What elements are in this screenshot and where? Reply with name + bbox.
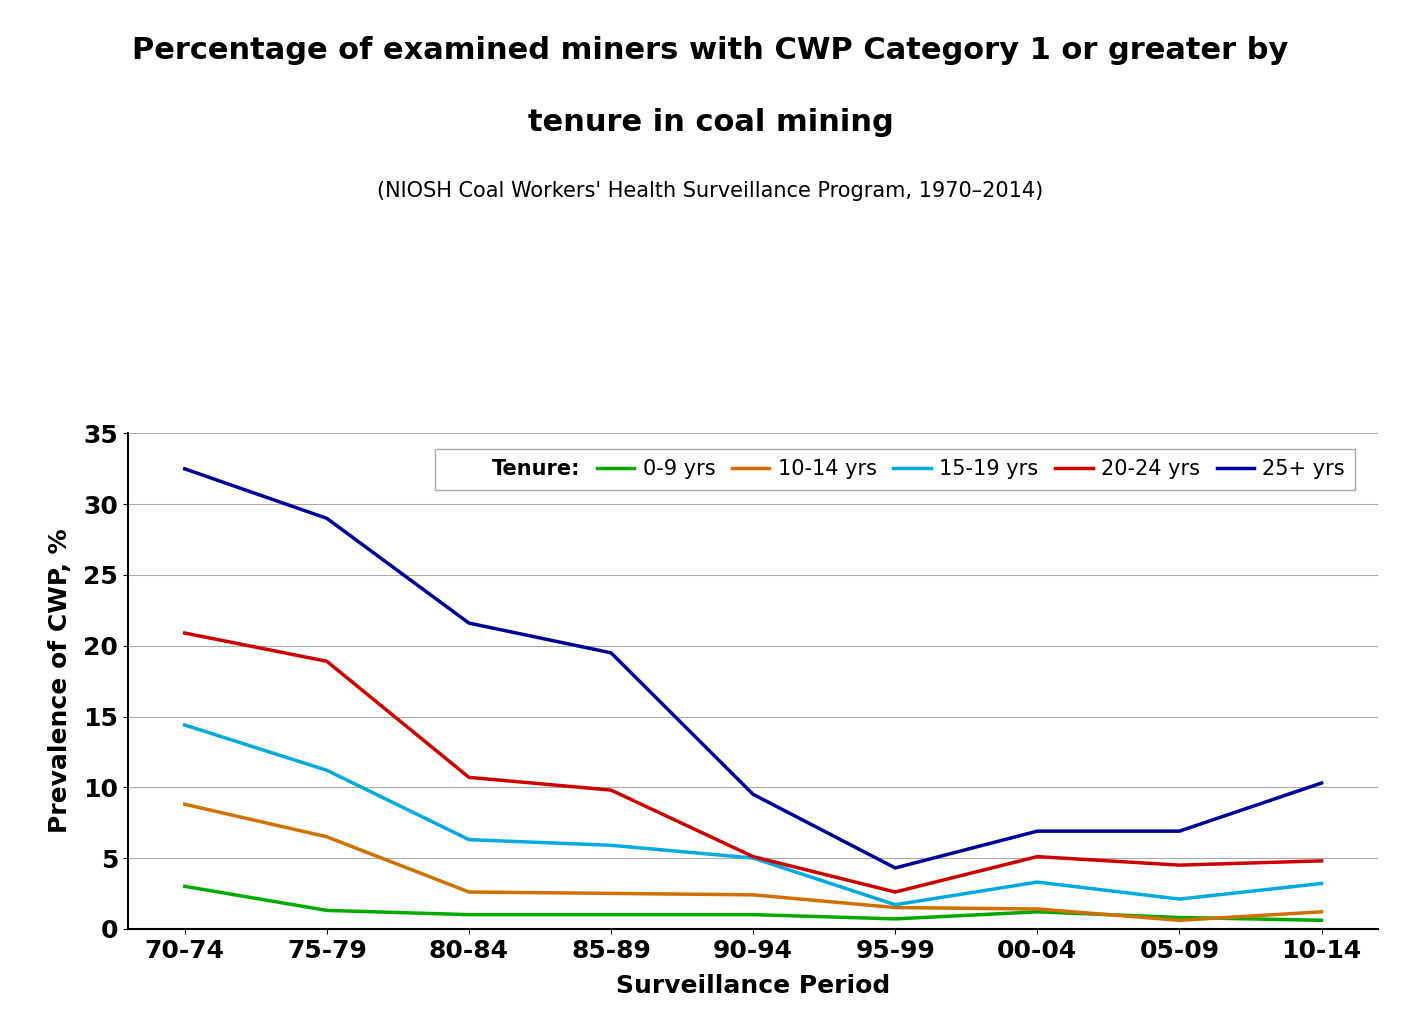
Legend: Tenure:, 0-9 yrs, 10-14 yrs, 15-19 yrs, 20-24 yrs, 25+ yrs: Tenure:, 0-9 yrs, 10-14 yrs, 15-19 yrs, …: [435, 449, 1356, 489]
Text: Percentage of examined miners with CWP Category 1 or greater by: Percentage of examined miners with CWP C…: [132, 36, 1289, 65]
Text: (NIOSH Coal Workers' Health Surveillance Program, 1970–2014): (NIOSH Coal Workers' Health Surveillance…: [378, 181, 1043, 200]
Y-axis label: Prevalence of CWP, %: Prevalence of CWP, %: [48, 528, 72, 834]
Text: tenure in coal mining: tenure in coal mining: [527, 108, 894, 137]
X-axis label: Surveillance Period: Surveillance Period: [617, 973, 890, 998]
